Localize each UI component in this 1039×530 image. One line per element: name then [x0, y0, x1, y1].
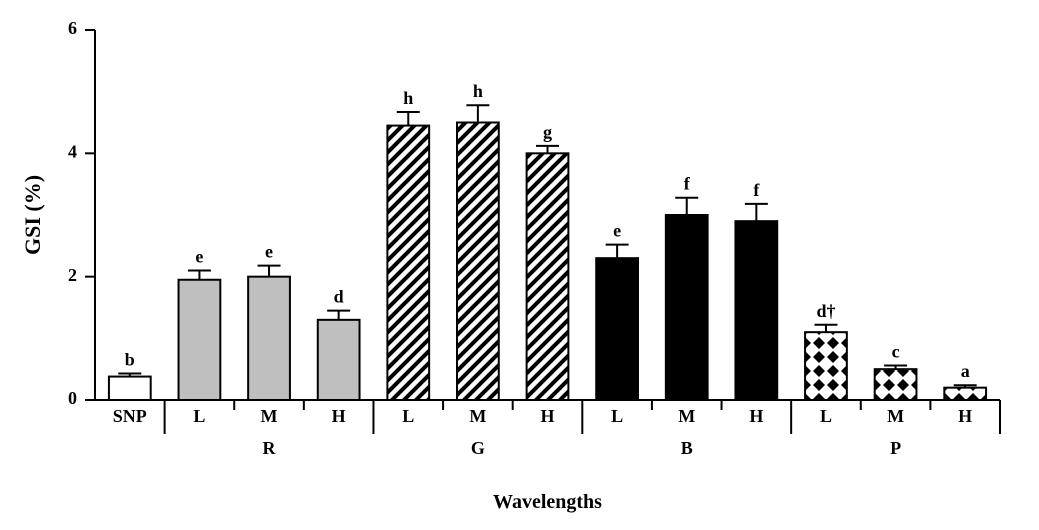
- sig-label: f: [753, 180, 760, 200]
- bar-x-label: L: [611, 406, 623, 426]
- group-label-r: R: [263, 438, 277, 458]
- bar-x-label: L: [193, 406, 205, 426]
- bar-b-m: [666, 215, 708, 400]
- bar-b-h: [735, 221, 777, 400]
- bar-b-l: [596, 258, 638, 400]
- sig-label: e: [195, 247, 203, 267]
- bar-p-h: [944, 388, 986, 400]
- gsi-bar-chart: 0 2 4 6 GSI (%) Wavelengths b SNP e Le Md H Rh Lh Mg H G…: [0, 0, 1039, 530]
- bar-r-m: [248, 277, 290, 400]
- sig-label: f: [684, 174, 691, 194]
- sig-label: c: [892, 341, 900, 361]
- y-axis-title: GSI (%): [20, 175, 45, 255]
- bar-x-label: H: [332, 406, 346, 426]
- y-tick-label: 0: [68, 388, 77, 408]
- bar-p-m: [875, 369, 917, 400]
- bar-x-label: L: [820, 406, 832, 426]
- group-label-p: P: [890, 438, 901, 458]
- sig-label: d: [334, 287, 344, 307]
- bar-x-label: H: [749, 406, 763, 426]
- bar-x-label: M: [887, 406, 904, 426]
- bar-r-h: [318, 320, 360, 400]
- sig-label: h: [403, 88, 413, 108]
- sig-label: e: [265, 242, 273, 262]
- sig-label: d†: [816, 301, 835, 321]
- sig-label: g: [543, 122, 552, 142]
- sig-label: a: [961, 361, 970, 381]
- bar-x-label: SNP: [113, 406, 147, 426]
- bar-x-label: H: [540, 406, 554, 426]
- sig-label: b: [125, 349, 135, 369]
- bar-snp: [109, 377, 151, 400]
- bar-g-l: [387, 126, 429, 400]
- bar-x-label: H: [958, 406, 972, 426]
- group-label-b: B: [681, 438, 693, 458]
- bar-x-label: M: [469, 406, 486, 426]
- sig-label: e: [613, 221, 621, 241]
- bar-x-label: M: [261, 406, 278, 426]
- y-tick-label: 4: [68, 141, 77, 161]
- sig-label: h: [473, 81, 483, 101]
- group-label-g: G: [471, 438, 485, 458]
- bar-x-label: L: [402, 406, 414, 426]
- y-tick-label: 6: [68, 18, 77, 38]
- bar-p-l: [805, 332, 847, 400]
- bar-r-l: [179, 280, 221, 400]
- bar-x-label: M: [678, 406, 695, 426]
- bar-g-h: [527, 153, 569, 400]
- y-tick-label: 2: [68, 265, 77, 285]
- x-axis-title: Wavelengths: [493, 491, 602, 513]
- bar-g-m: [457, 123, 499, 401]
